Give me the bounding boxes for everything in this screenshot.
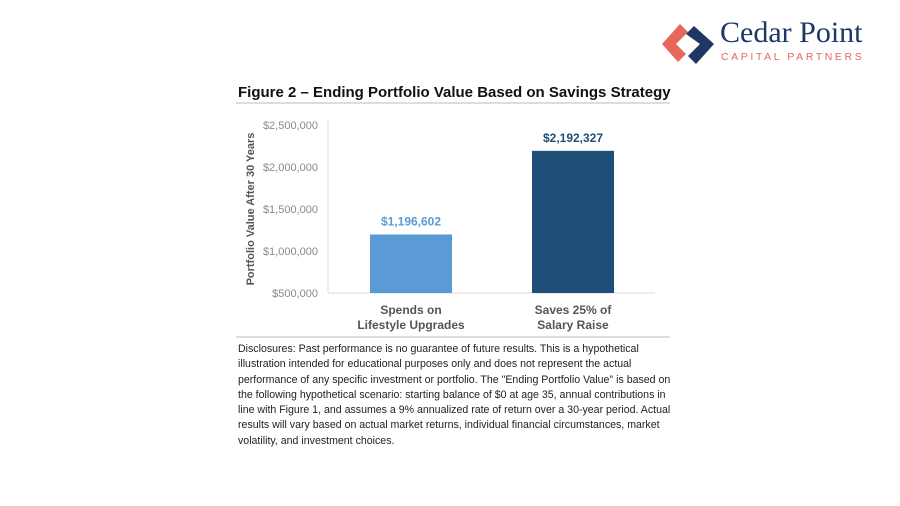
logo-name: Cedar Point bbox=[720, 16, 863, 49]
logo-subtitle: CAPITAL PARTNERS bbox=[721, 51, 865, 63]
data-label: $1,196,602 bbox=[381, 214, 441, 228]
y-axis-title: Portfolio Value After 30 Years bbox=[245, 133, 257, 286]
chart-title: Figure 2 – Ending Portfolio Value Based … bbox=[238, 84, 671, 101]
y-tick-label: $1,000,000 bbox=[263, 246, 318, 258]
title-divider bbox=[236, 102, 670, 104]
x-tick-label: Spends on bbox=[380, 303, 441, 317]
y-tick-label: $2,000,000 bbox=[263, 162, 318, 174]
y-tick-label: $500,000 bbox=[272, 288, 318, 300]
bar bbox=[370, 234, 452, 293]
disclosure-text: Disclosures: Past performance is no guar… bbox=[238, 343, 671, 447]
data-label: $2,192,327 bbox=[543, 131, 603, 145]
bar bbox=[532, 150, 614, 293]
x-tick-label: Salary Raise bbox=[537, 318, 609, 332]
y-tick-label: $2,500,000 bbox=[263, 120, 318, 132]
chart-divider bbox=[236, 336, 670, 338]
x-tick-label: Saves 25% of bbox=[535, 303, 613, 317]
cedar-point-logo: Cedar Point CAPITAL PARTNERS bbox=[658, 16, 873, 70]
y-tick-label: $1,500,000 bbox=[263, 204, 318, 216]
x-tick-label: Lifestyle Upgrades bbox=[357, 318, 465, 332]
logo-mark-icon bbox=[662, 24, 714, 64]
